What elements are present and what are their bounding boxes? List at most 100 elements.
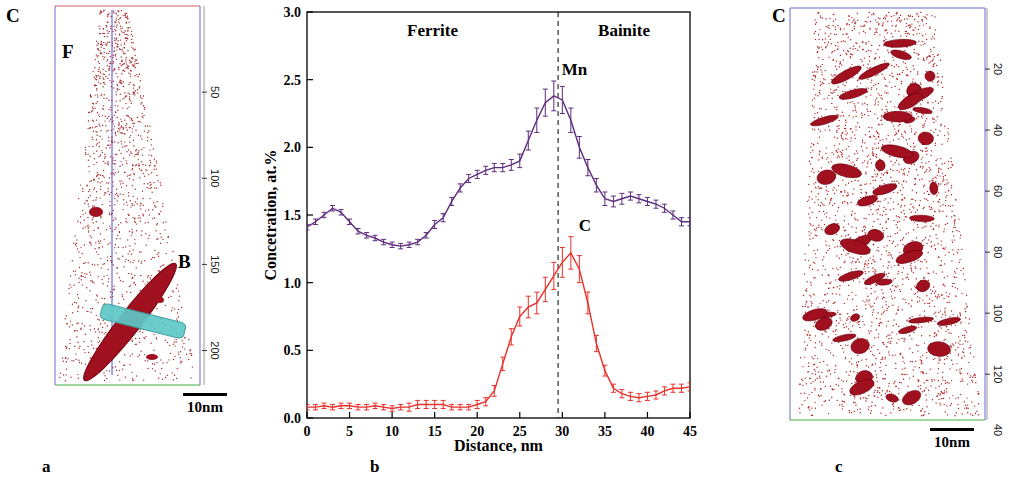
atom-dot bbox=[99, 125, 100, 126]
atom-dot bbox=[140, 80, 141, 81]
atom-dot bbox=[86, 311, 87, 312]
atom-dot bbox=[152, 363, 153, 364]
atom-dot bbox=[125, 38, 126, 39]
atom-dot bbox=[115, 54, 116, 55]
error-bar bbox=[356, 229, 361, 234]
atom-dot bbox=[115, 20, 116, 21]
atom-dot bbox=[138, 135, 139, 136]
atom-dot bbox=[108, 100, 109, 101]
atom-dot bbox=[854, 213, 855, 214]
atom-dot bbox=[96, 131, 97, 132]
atom-dot bbox=[75, 244, 76, 245]
atom-dot bbox=[102, 152, 103, 153]
atom-dot bbox=[89, 290, 90, 291]
atom-dot bbox=[98, 71, 99, 72]
atom-dot bbox=[113, 55, 114, 56]
atom-dot bbox=[96, 144, 97, 145]
atom-dot bbox=[110, 63, 111, 64]
atom-dot bbox=[160, 182, 161, 183]
atom-dot bbox=[88, 352, 89, 353]
atom-dot bbox=[140, 203, 141, 204]
atom-dot bbox=[882, 293, 883, 294]
atom-dot bbox=[178, 290, 179, 291]
atom-dot bbox=[911, 112, 912, 113]
atom-dot bbox=[99, 50, 100, 51]
atom-dot bbox=[100, 52, 101, 53]
atom-dot bbox=[134, 75, 135, 76]
atom-dot bbox=[129, 98, 130, 99]
atom-dot bbox=[899, 382, 900, 383]
atom-dot bbox=[109, 66, 110, 67]
atom-dot bbox=[162, 362, 163, 363]
atom-dot bbox=[126, 17, 127, 18]
atom-dot bbox=[951, 216, 952, 217]
atom-dot bbox=[868, 366, 869, 367]
atom-dot bbox=[107, 244, 108, 245]
atom-dot bbox=[880, 322, 881, 323]
atom-dot bbox=[138, 260, 139, 261]
atom-dot bbox=[817, 143, 818, 144]
atom-dot bbox=[819, 92, 820, 93]
atom-dot bbox=[133, 283, 134, 284]
atom-dot bbox=[844, 190, 845, 191]
atom-dot bbox=[90, 96, 91, 97]
atom-dot bbox=[126, 127, 127, 128]
atom-dot bbox=[100, 216, 101, 217]
atom-dot bbox=[89, 156, 90, 157]
atom-dot bbox=[136, 154, 137, 155]
atom-dot bbox=[115, 91, 116, 92]
atom-dot bbox=[72, 312, 73, 313]
atom-dot bbox=[89, 242, 90, 243]
atom-dot bbox=[76, 243, 77, 244]
panel-letter: a bbox=[42, 457, 51, 476]
atom-dot bbox=[119, 124, 120, 125]
atom-dot bbox=[134, 221, 135, 222]
atom-dot bbox=[121, 65, 122, 66]
atom-dot bbox=[106, 30, 107, 31]
atom-dot bbox=[126, 160, 127, 161]
atom-dot bbox=[906, 75, 907, 76]
atom-dot bbox=[171, 310, 172, 311]
atom-dot bbox=[123, 365, 124, 366]
error-bar bbox=[364, 233, 369, 238]
atom-dot bbox=[964, 308, 965, 309]
atom-dot bbox=[148, 187, 149, 188]
atom-dot bbox=[92, 107, 93, 108]
atom-dot bbox=[153, 148, 154, 149]
atom-dot bbox=[126, 57, 127, 58]
atom-dot bbox=[78, 251, 79, 252]
atom-dot bbox=[947, 140, 948, 141]
atom-dot bbox=[151, 187, 152, 188]
atom-dot bbox=[97, 48, 98, 49]
atom-dot bbox=[108, 164, 109, 165]
atom-dot bbox=[106, 98, 107, 99]
atom-dot bbox=[98, 178, 99, 179]
atom-dot bbox=[891, 65, 892, 66]
atom-dot bbox=[96, 197, 97, 198]
atom-dot bbox=[118, 89, 119, 90]
atom-dot bbox=[144, 107, 145, 108]
atom-dot bbox=[913, 272, 914, 273]
atom-dot bbox=[110, 119, 111, 120]
atom-dot bbox=[140, 203, 141, 204]
atom-dot bbox=[111, 137, 112, 138]
atom-dot bbox=[192, 366, 193, 367]
atom-dot bbox=[69, 339, 70, 340]
atom-dot bbox=[98, 337, 99, 338]
atom-dot bbox=[933, 66, 934, 67]
x-tick-label: 5 bbox=[346, 424, 353, 439]
atom-dot bbox=[116, 370, 117, 371]
atom-dot bbox=[126, 291, 127, 292]
atom-dot bbox=[132, 131, 133, 132]
error-bar bbox=[398, 404, 403, 409]
atom-dot bbox=[95, 85, 96, 86]
atom-dot bbox=[98, 26, 99, 27]
atom-dot bbox=[60, 373, 61, 374]
atom-dot bbox=[131, 46, 132, 47]
atom-dot bbox=[934, 16, 935, 17]
atom-dot bbox=[190, 377, 191, 378]
atom-dot bbox=[116, 189, 117, 190]
atom-dot bbox=[140, 275, 141, 276]
atom-dot bbox=[129, 251, 130, 252]
atom-dot bbox=[120, 94, 121, 95]
